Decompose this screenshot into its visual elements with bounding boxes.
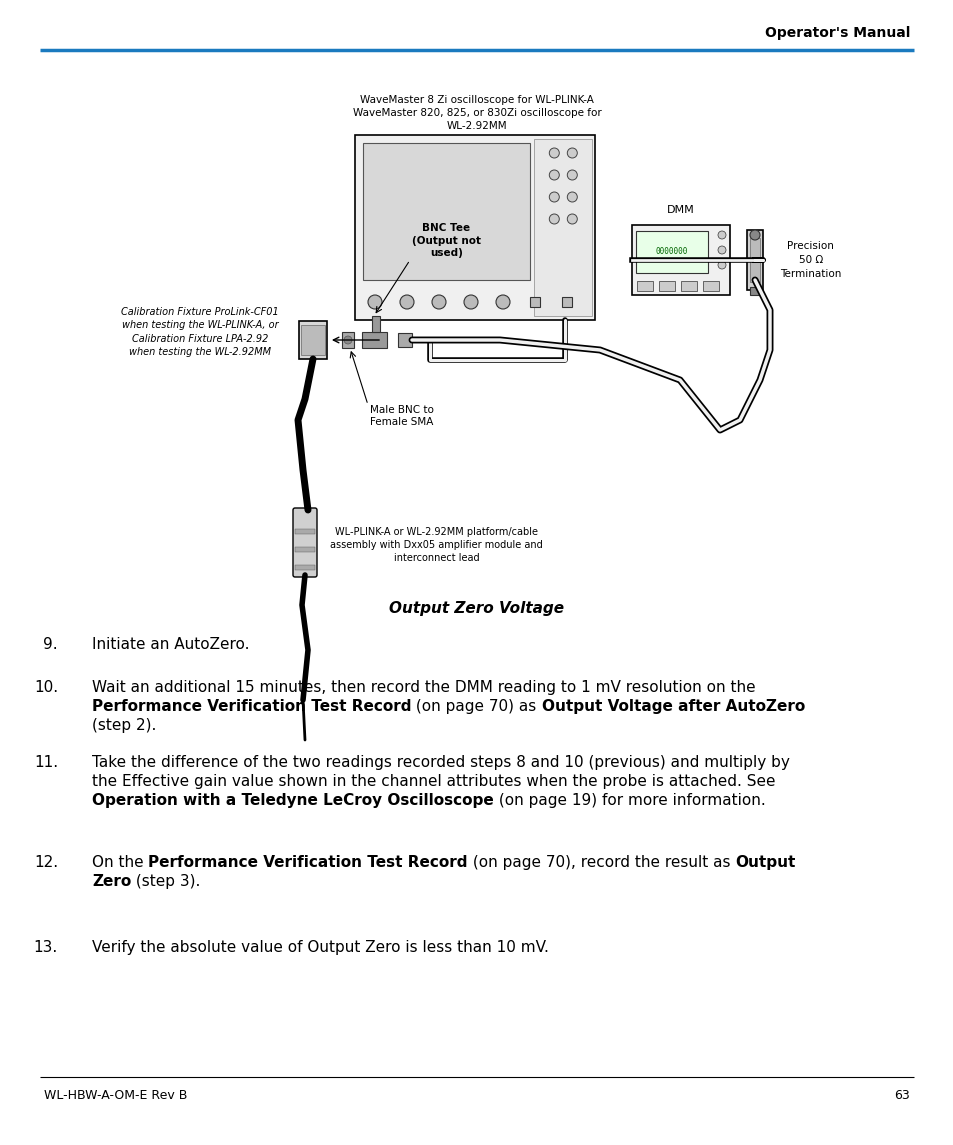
Text: Male BNC to
Female SMA: Male BNC to Female SMA [370, 405, 434, 427]
Circle shape [567, 148, 577, 158]
Text: (step 3).: (step 3). [132, 874, 200, 889]
Text: Output: Output [735, 855, 795, 870]
Circle shape [749, 230, 760, 240]
Text: 11.: 11. [34, 755, 58, 769]
Bar [341, 332, 354, 348]
Circle shape [496, 295, 510, 309]
Bar [397, 333, 412, 347]
Circle shape [344, 335, 352, 343]
Text: Take the difference of the two readings recorded steps 8 and 10 (previous) and m: Take the difference of the two readings … [91, 755, 789, 769]
Bar [372, 316, 379, 332]
Text: Operator's Manual: Operator's Manual [763, 26, 909, 40]
Text: Initiate an AutoZero.: Initiate an AutoZero. [91, 637, 250, 652]
Text: (on page 70), record the result as: (on page 70), record the result as [468, 855, 735, 870]
Bar [680, 281, 697, 291]
Text: Output Zero Voltage: Output Zero Voltage [389, 600, 564, 616]
Circle shape [549, 148, 558, 158]
Circle shape [567, 192, 577, 202]
Circle shape [718, 246, 725, 254]
Circle shape [463, 295, 477, 309]
Text: Verify the absolute value of Output Zero is less than 10 mV.: Verify the absolute value of Output Zero… [91, 940, 548, 955]
Circle shape [368, 295, 381, 309]
Circle shape [549, 192, 558, 202]
Bar [637, 281, 652, 291]
Text: Performance Verification Test Record: Performance Verification Test Record [149, 855, 468, 870]
Bar [294, 547, 314, 552]
Circle shape [399, 295, 414, 309]
Circle shape [718, 261, 725, 269]
Text: Wait an additional 15 minutes, then record the DMM reading to 1 mV resolution on: Wait an additional 15 minutes, then reco… [91, 680, 755, 695]
Text: Zero: Zero [91, 874, 132, 889]
Bar [534, 139, 592, 316]
Text: WL-HBW-A-OM-E Rev B: WL-HBW-A-OM-E Rev B [44, 1089, 187, 1101]
Text: (on page 70) as: (on page 70) as [411, 698, 541, 714]
Bar [749, 287, 760, 295]
Circle shape [549, 169, 558, 180]
FancyBboxPatch shape [293, 508, 316, 577]
FancyBboxPatch shape [631, 226, 729, 295]
Text: (step 2).: (step 2). [91, 718, 156, 733]
FancyBboxPatch shape [355, 135, 595, 319]
Text: Precision
50 Ω
Termination: Precision 50 Ω Termination [780, 240, 841, 279]
Circle shape [549, 214, 558, 224]
Bar [659, 281, 675, 291]
Text: Output Voltage after AutoZero: Output Voltage after AutoZero [541, 698, 804, 714]
Bar [301, 325, 325, 355]
Text: 9.: 9. [43, 637, 58, 652]
Bar [530, 297, 539, 307]
Bar [294, 564, 314, 570]
Text: Performance Verification Test Record: Performance Verification Test Record [91, 698, 411, 714]
Bar [702, 281, 719, 291]
Text: 12.: 12. [34, 855, 58, 870]
Circle shape [718, 231, 725, 239]
Bar [561, 297, 572, 307]
Bar [749, 238, 760, 282]
Text: WaveMaster 8 Zi oscilloscope for WL-PLINK-A
WaveMaster 820, 825, or 830Zi oscill: WaveMaster 8 Zi oscilloscope for WL-PLIN… [353, 95, 600, 132]
Text: Calibration Fixture ProLink-CF01
when testing the WL-PLINK-A, or
Calibration Fix: Calibration Fixture ProLink-CF01 when te… [121, 307, 278, 357]
Text: Operation with a Teledyne LeCroy Oscilloscope: Operation with a Teledyne LeCroy Oscillo… [91, 793, 494, 808]
Circle shape [432, 295, 446, 309]
Circle shape [567, 169, 577, 180]
Text: 0000000: 0000000 [655, 247, 687, 256]
Bar [294, 529, 314, 534]
Text: On the: On the [91, 855, 149, 870]
Bar [636, 231, 707, 273]
Bar [746, 230, 762, 290]
Bar [363, 143, 530, 281]
Bar [298, 321, 327, 360]
Text: 63: 63 [893, 1089, 909, 1101]
Text: (on page 19) for more information.: (on page 19) for more information. [494, 793, 764, 808]
Text: 10.: 10. [34, 680, 58, 695]
Text: BNC Tee
(Output not
used): BNC Tee (Output not used) [412, 223, 480, 258]
Text: the Effective gain value shown in the channel attributes when the probe is attac: the Effective gain value shown in the ch… [91, 774, 775, 789]
Text: DMM: DMM [666, 205, 694, 215]
Circle shape [567, 214, 577, 224]
Bar [361, 332, 387, 348]
Text: WL-PLINK-A or WL-2.92MM platform/cable
assembly with Dxx05 amplifier module and
: WL-PLINK-A or WL-2.92MM platform/cable a… [330, 527, 542, 563]
Text: 13.: 13. [33, 940, 58, 955]
